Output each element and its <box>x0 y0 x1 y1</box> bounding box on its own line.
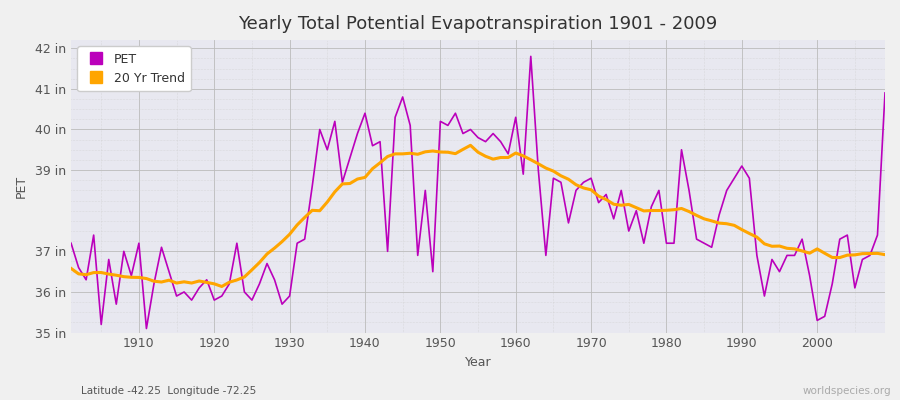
Legend: PET, 20 Yr Trend: PET, 20 Yr Trend <box>77 46 191 91</box>
Title: Yearly Total Potential Evapotranspiration 1901 - 2009: Yearly Total Potential Evapotranspiratio… <box>238 15 717 33</box>
Y-axis label: PET: PET <box>15 175 28 198</box>
X-axis label: Year: Year <box>464 356 491 369</box>
Text: Latitude -42.25  Longitude -72.25: Latitude -42.25 Longitude -72.25 <box>81 386 256 396</box>
Text: worldspecies.org: worldspecies.org <box>803 386 891 396</box>
